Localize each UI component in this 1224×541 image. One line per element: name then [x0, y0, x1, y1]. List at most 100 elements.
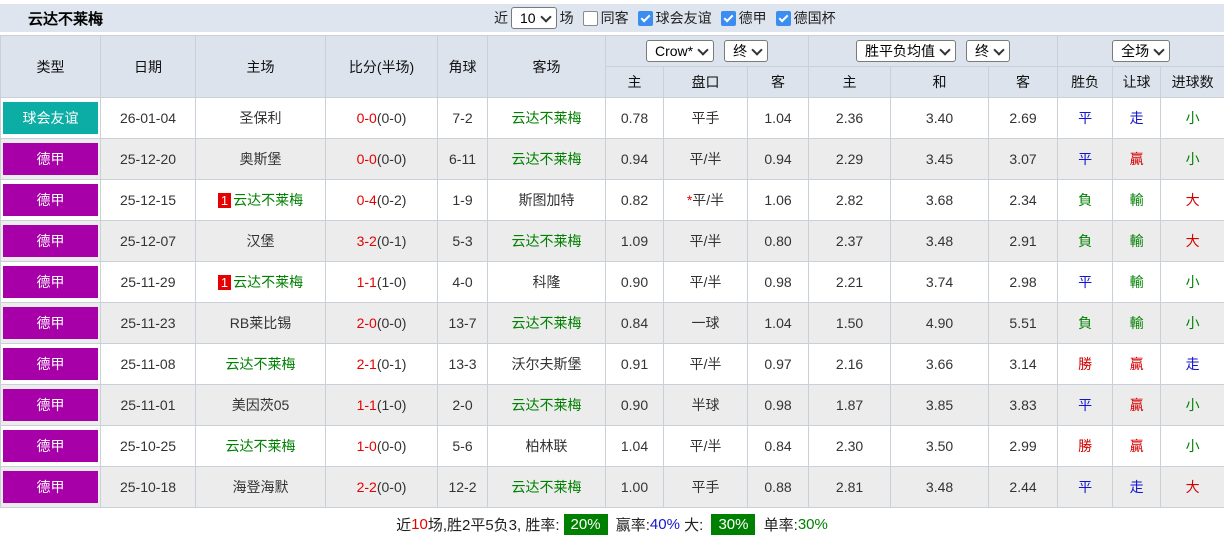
asia-away-odds: 0.84	[748, 426, 809, 467]
result-handicap: 走	[1113, 98, 1161, 139]
filter-checkbox[interactable]	[638, 11, 653, 26]
col-header-home: 主场	[196, 36, 326, 98]
euro-home-odds: 2.82	[809, 180, 891, 221]
score: 2-0(0-0)	[326, 303, 438, 344]
filter-checkbox[interactable]	[721, 11, 736, 26]
result-wdl: 平	[1058, 98, 1113, 139]
match-date: 25-12-15	[101, 180, 196, 221]
euro-avg-select[interactable]: 胜平负均值	[856, 40, 956, 62]
filter-checkbox[interactable]	[583, 11, 598, 26]
away-team: 云达不莱梅	[488, 139, 606, 180]
home-team: RB莱比锡	[196, 303, 326, 344]
league-cell: 德甲	[1, 303, 101, 344]
score: 3-2(0-1)	[326, 221, 438, 262]
league-cell: 德甲	[1, 262, 101, 303]
rank-badge: 1	[218, 275, 231, 290]
corners: 5-6	[438, 426, 488, 467]
odds-company-state-select[interactable]: 终	[724, 40, 768, 62]
result-wdl: 勝	[1058, 344, 1113, 385]
footer-segment: 10	[411, 516, 428, 533]
matches-suffix: 场	[560, 8, 574, 28]
filter-label: 同客	[601, 8, 629, 28]
corners: 2-0	[438, 385, 488, 426]
home-team: 海登海默	[196, 467, 326, 508]
col-header-away: 客场	[488, 36, 606, 98]
corners: 4-0	[438, 262, 488, 303]
euro-home-odds: 2.30	[809, 426, 891, 467]
score: 2-2(0-0)	[326, 467, 438, 508]
filter-checkbox[interactable]	[776, 11, 791, 26]
league-cell: 球会友谊	[1, 98, 101, 139]
league-badge: 德甲	[3, 471, 98, 503]
euro-away-odds: 2.44	[989, 467, 1058, 508]
asia-handicap: 半球	[664, 385, 748, 426]
league-cell: 德甲	[1, 139, 101, 180]
score: 1-0(0-0)	[326, 426, 438, 467]
odds-company-select[interactable]: Crow*	[646, 40, 714, 62]
result-goals: 大	[1161, 180, 1224, 221]
euro-away-odds: 2.98	[989, 262, 1058, 303]
euro-away-odds: 2.69	[989, 98, 1058, 139]
away-team: 沃尔夫斯堡	[488, 344, 606, 385]
home-team: 奥斯堡	[196, 139, 326, 180]
col-header-result-wdl: 胜负	[1058, 67, 1113, 98]
euro-away-odds: 2.99	[989, 426, 1058, 467]
euro-draw-odds: 3.40	[891, 98, 989, 139]
corners: 6-11	[438, 139, 488, 180]
footer-segment: 30%	[711, 514, 755, 535]
col-header-result-goals: 进球数	[1161, 67, 1224, 98]
col-header-type: 类型	[1, 36, 101, 98]
corners: 1-9	[438, 180, 488, 221]
corners: 7-2	[438, 98, 488, 139]
match-count-select[interactable]: 10	[511, 7, 557, 29]
result-goals: 小	[1161, 262, 1224, 303]
asia-handicap: 平/半	[664, 426, 748, 467]
col-header-asia-handicap: 盘口	[664, 67, 748, 98]
odds-company-value: Crow*	[655, 43, 693, 59]
filter-label: 德甲	[739, 8, 767, 28]
match-count-value: 10	[520, 10, 536, 26]
col-header-date: 日期	[101, 36, 196, 98]
result-handicap: 贏	[1113, 344, 1161, 385]
match-date: 25-12-07	[101, 221, 196, 262]
scope-select[interactable]: 全场	[1112, 40, 1170, 62]
result-goals: 小	[1161, 385, 1224, 426]
asia-home-odds: 0.90	[606, 262, 664, 303]
euro-away-odds: 2.91	[989, 221, 1058, 262]
league-badge: 德甲	[3, 348, 98, 380]
euro-avg-state-select[interactable]: 终	[966, 40, 1010, 62]
match-date: 25-11-29	[101, 262, 196, 303]
euro-draw-odds: 3.85	[891, 385, 989, 426]
rank-badge: 1	[218, 193, 231, 208]
asia-away-odds: 0.94	[748, 139, 809, 180]
match-date: 25-10-18	[101, 467, 196, 508]
asia-home-odds: 0.90	[606, 385, 664, 426]
asia-home-odds: 1.04	[606, 426, 664, 467]
result-goals: 小	[1161, 98, 1224, 139]
score: 0-0(0-0)	[326, 139, 438, 180]
match-date: 25-11-23	[101, 303, 196, 344]
euro-away-odds: 3.83	[989, 385, 1058, 426]
euro-draw-odds: 3.50	[891, 426, 989, 467]
asia-away-odds: 0.98	[748, 385, 809, 426]
match-date: 25-11-08	[101, 344, 196, 385]
asia-handicap: 平/半	[664, 139, 748, 180]
asia-home-odds: 0.94	[606, 139, 664, 180]
result-goals: 走	[1161, 344, 1224, 385]
asia-home-odds: 1.00	[606, 467, 664, 508]
footer-segment: 大:	[680, 514, 708, 535]
footer-segment: 近	[396, 514, 411, 535]
league-cell: 德甲	[1, 221, 101, 262]
asia-odds-group-header: Crow* 终	[606, 36, 809, 67]
col-header-euro-home: 主	[809, 67, 891, 98]
result-handicap: 走	[1113, 467, 1161, 508]
euro-away-odds: 3.14	[989, 344, 1058, 385]
col-header-score: 比分(半场)	[326, 36, 438, 98]
team-title: 云达不莱梅	[28, 8, 103, 29]
asia-home-odds: 0.78	[606, 98, 664, 139]
